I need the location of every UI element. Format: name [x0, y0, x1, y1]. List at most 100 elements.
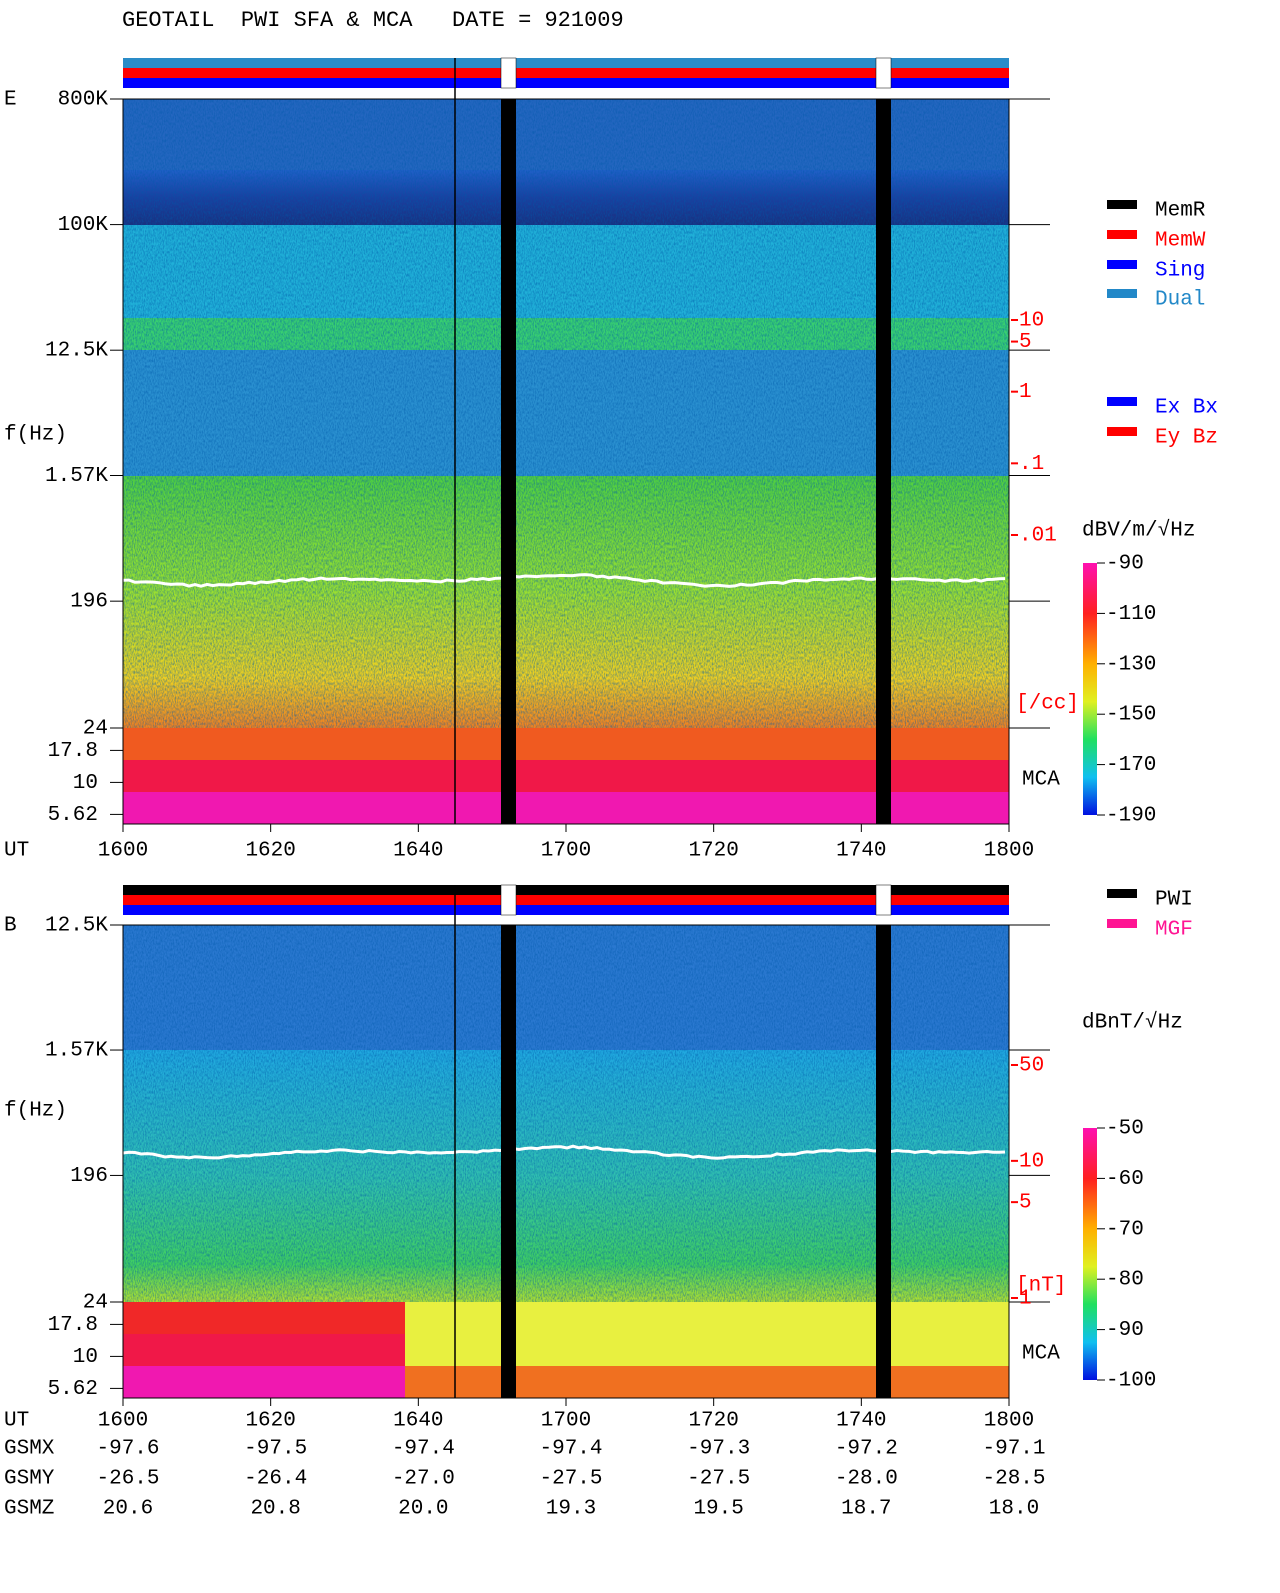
- colorbar-tick-label: -170: [1106, 754, 1156, 777]
- x-tick-label: 1720: [688, 1410, 738, 1433]
- orbit-value: 18.0: [989, 1498, 1039, 1521]
- x-tick-label: 1640: [393, 1410, 443, 1433]
- colorbar-tick-label: -130: [1106, 653, 1156, 676]
- mca-tick-label: 17.8: [48, 1314, 98, 1337]
- right-tick-label: 5: [1019, 331, 1032, 354]
- y-tick-label: 12.5K: [45, 915, 108, 938]
- mca-band: [123, 1302, 405, 1334]
- x-tick-label: 1800: [984, 1410, 1034, 1433]
- component-swatch: [1107, 397, 1137, 406]
- component-swatch: [1107, 427, 1137, 436]
- legend-swatch: [1107, 230, 1137, 239]
- right-tick-label: 50: [1019, 1055, 1044, 1078]
- data-gap: [501, 925, 516, 1398]
- x-tick-label: 1700: [541, 1410, 591, 1433]
- orbit-value: -27.5: [539, 1468, 602, 1491]
- mca-label: MCA: [1022, 769, 1060, 792]
- mca-band: [123, 1334, 405, 1366]
- x-tick-label: 1620: [245, 840, 295, 863]
- y-tick-label: 1.57K: [45, 465, 108, 488]
- orbit-value: -28.0: [835, 1468, 898, 1491]
- y-tick-label: 24: [83, 718, 108, 741]
- y-axis-label: f(Hz): [4, 1100, 67, 1123]
- colorbar-tick-label: -80: [1106, 1269, 1144, 1292]
- orbit-value: 20.6: [103, 1498, 153, 1521]
- panel-label: E: [4, 89, 17, 112]
- legend-label: Sing: [1155, 260, 1205, 283]
- orbit-value: 20.8: [250, 1498, 300, 1521]
- orbit-value: -97.2: [835, 1438, 898, 1461]
- right-tick-label: 10: [1019, 310, 1044, 333]
- orbit-value: -97.3: [687, 1438, 750, 1461]
- data-gap: [876, 925, 891, 1398]
- y-tick-label: 800K: [58, 89, 109, 112]
- colorbar-tick-label: -70: [1106, 1218, 1144, 1241]
- orbit-value: 19.3: [546, 1498, 596, 1521]
- legend-swatch: [1107, 889, 1137, 898]
- x-tick-label: 1720: [688, 840, 738, 863]
- orbit-value: -26.4: [244, 1468, 307, 1491]
- legend-swatch: [1107, 289, 1137, 298]
- orbit-label: GSMX: [4, 1438, 55, 1461]
- data-gap: [501, 99, 516, 824]
- colorbar-label: dBV/m/√Hz: [1082, 519, 1195, 543]
- x-tick-label: 1620: [245, 1410, 295, 1433]
- x-tick-label: 1600: [98, 840, 148, 863]
- colorbar-tick-label: -100: [1106, 1370, 1156, 1393]
- x-axis-label: UT: [4, 840, 29, 863]
- colorbar: [1083, 1128, 1097, 1380]
- orbit-label: GSMZ: [4, 1498, 54, 1521]
- y-tick-label: 196: [70, 1165, 108, 1188]
- right-tick-label: 1: [1019, 381, 1032, 404]
- colorbar-tick-label: -150: [1106, 704, 1156, 727]
- x-tick-label: 1740: [836, 1410, 886, 1433]
- x-axis-label: UT: [4, 1410, 29, 1433]
- orbit-value: -97.1: [982, 1438, 1045, 1461]
- panel-label: B: [4, 915, 17, 938]
- mca-band: [405, 1334, 1009, 1366]
- orbit-value: -27.0: [392, 1468, 455, 1491]
- colorbar-tick-label: -110: [1106, 603, 1156, 626]
- status-gap: [501, 885, 516, 915]
- right-tick-label: .01: [1019, 525, 1057, 548]
- legend-label: MGF: [1155, 919, 1193, 942]
- y-tick-label: 12.5K: [45, 340, 108, 363]
- x-tick-label: 1700: [541, 840, 591, 863]
- legend-swatch: [1107, 260, 1137, 269]
- colorbar-label: dBnT/√Hz: [1082, 1011, 1183, 1035]
- legend-label: PWI: [1155, 889, 1193, 912]
- colorbar-tick-label: -190: [1106, 805, 1156, 828]
- mca-tick-label: 5.62: [48, 804, 98, 827]
- x-tick-label: 1800: [984, 840, 1034, 863]
- orbit-value: -97.4: [392, 1438, 455, 1461]
- orbit-value: -97.4: [539, 1438, 602, 1461]
- orbit-value: 20.0: [398, 1498, 448, 1521]
- component-label: Ex Bx: [1155, 397, 1218, 420]
- x-tick-label: 1640: [393, 840, 443, 863]
- chart-title: GEOTAIL PWI SFA & MCA DATE = 921009: [122, 8, 624, 33]
- right-unit: [nT]: [1016, 1275, 1066, 1298]
- y-tick-label: 196: [70, 591, 108, 614]
- mca-label: MCA: [1022, 1343, 1060, 1366]
- right-tick-label: 10: [1019, 1150, 1044, 1173]
- y-axis-label: f(Hz): [4, 424, 67, 447]
- colorbar: [1083, 563, 1097, 815]
- mca-band: [123, 1366, 405, 1398]
- legend-swatch: [1107, 200, 1137, 209]
- status-gap: [876, 58, 891, 88]
- legend-swatch: [1107, 919, 1137, 928]
- y-tick-label: 100K: [58, 214, 109, 237]
- right-unit: [/cc]: [1016, 693, 1079, 716]
- legend-label: MemW: [1155, 230, 1206, 253]
- status-gap: [501, 58, 516, 88]
- x-tick-label: 1600: [98, 1410, 148, 1433]
- colorbar-tick-label: -60: [1106, 1168, 1144, 1191]
- colorbar-tick-label: -90: [1106, 1319, 1144, 1342]
- orbit-label: GSMY: [4, 1468, 55, 1491]
- mca-tick-label: 5.62: [48, 1378, 98, 1401]
- status-gap: [876, 885, 891, 915]
- mca-tick-label: 17.8: [48, 740, 98, 763]
- x-tick-label: 1740: [836, 840, 886, 863]
- mca-tick-label: 10: [73, 1346, 98, 1369]
- orbit-value: -28.5: [982, 1468, 1045, 1491]
